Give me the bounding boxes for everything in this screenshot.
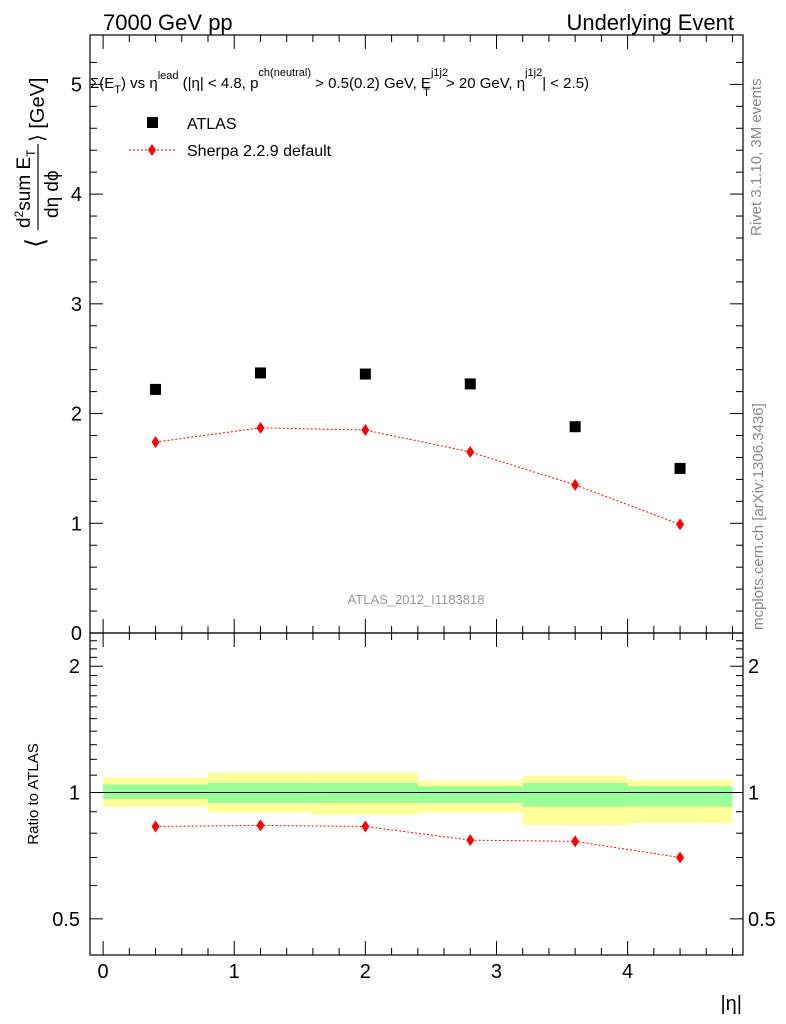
ratio-mc-line [155,824,681,859]
x-tick-label: 2 [360,961,371,983]
ratio-band-inner [522,782,628,807]
main-y-tick-label: 4 [71,184,82,206]
svg-text:⟨: ⟨ [20,238,50,248]
legend-data-label: ATLAS [187,116,237,133]
svg-text:dη dϕ: dη dϕ [42,170,63,218]
main-y-tick-label: 5 [71,74,82,96]
ratio-mc-point [256,819,265,832]
ratio-mc-point [361,820,370,833]
ratio-plot-panel: 0.5 0.5 1 1 2 2 [52,632,776,956]
data-point [569,421,581,433]
ratio-mc-point [151,820,160,833]
mc-point [466,445,475,458]
ratio-y-tick-label-right: 1 [748,783,759,805]
x-tick-label: 3 [491,961,502,983]
main-plot-title: Σ(ET) vs ηlead (|η| < 4.8, pch(neutral) … [90,67,589,99]
ratio-y-tick-label: 0.5 [52,909,80,931]
ratio-plot-frame [89,632,744,956]
legend-data-marker [147,117,158,128]
legend-mc-marker [148,144,156,156]
x-tick-label: 0 [98,961,109,983]
mc-point [151,436,160,449]
data-point [150,383,162,395]
main-y-tick-label: 1 [71,513,82,535]
data-point [254,367,266,379]
ratio-mc-point [676,851,685,864]
main-y-tick-label: 2 [71,404,82,426]
mc-point [256,421,265,434]
mc-line [155,427,681,525]
x-tick-label: 4 [622,961,633,983]
legend-mc-label: Sherpa 2.2.9 default [187,143,332,160]
mc-point [361,424,370,437]
header-right: Underlying Event [566,10,734,35]
header-left: 7000 GeV pp [103,10,233,35]
mc-point [571,478,580,491]
ratio-mc-point [571,835,580,848]
svg-text:d2sum ET: d2sum ET [12,149,38,228]
ratio-band-inner [103,784,209,800]
main-plot-panel: 0 1 2 3 4 5 Σ(ET) vs ηlead (|η| < 4.8, pch(ne… [71,34,744,645]
data-point [359,368,371,380]
x-axis-label: |η| [720,993,742,1015]
main-y-tick-label: 3 [71,294,82,316]
side-label-mcplots: mcplots.cern.ch [arXiv:1306.3436] [750,403,767,630]
ratio-y-tick-label-right: 2 [748,656,759,678]
ratio-y-tick-label: 1 [69,783,80,805]
side-label-rivet: Rivet 3.1.10, 3M events [748,78,765,236]
x-tick-label: 1 [229,961,240,983]
data-point [674,462,686,474]
ratio-y-axis-label: Ratio to ATLAS [25,743,42,844]
data-point [464,378,476,390]
main-y-axis-label: ⟨ d2sum ET dη dϕ ⟩ [GeV] [12,78,63,249]
main-y-tick-label: 0 [71,623,82,645]
ratio-mc-point [466,834,475,847]
analysis-watermark: ATLAS_2012_I1183818 [348,592,485,607]
ratio-band-inner [417,786,523,803]
ratio-band-inner [627,786,733,807]
mc-point [676,518,685,531]
svg-text:⟩ [GeV]: ⟩ [GeV] [27,78,49,143]
ratio-y-tick-label-right: 0.5 [748,909,776,931]
ratio-y-tick-label: 2 [69,656,80,678]
